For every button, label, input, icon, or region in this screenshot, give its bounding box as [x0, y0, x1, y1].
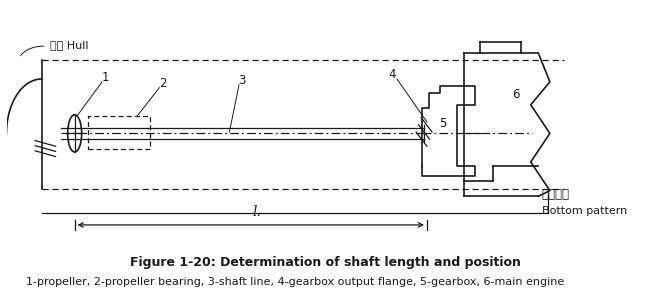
Text: 1-propeller, 2-propeller bearing, 3-shaft line, 4-gearbox output flange, 5-gearb: 1-propeller, 2-propeller bearing, 3-shaf…: [25, 277, 564, 287]
Text: Figure 1-20: Determination of shaft length and position: Figure 1-20: Determination of shaft leng…: [129, 256, 521, 268]
Text: 3: 3: [239, 74, 246, 87]
Text: l.: l.: [253, 205, 261, 219]
Text: 5: 5: [439, 117, 447, 130]
Text: 2: 2: [159, 77, 166, 90]
Text: Bottom pattern: Bottom pattern: [541, 206, 627, 216]
Text: 1: 1: [101, 71, 109, 84]
Text: 4: 4: [388, 68, 396, 81]
Text: 船壳 Hull: 船壳 Hull: [50, 40, 88, 50]
Text: 船底基线: 船底基线: [541, 188, 569, 201]
Text: 6: 6: [512, 88, 520, 101]
